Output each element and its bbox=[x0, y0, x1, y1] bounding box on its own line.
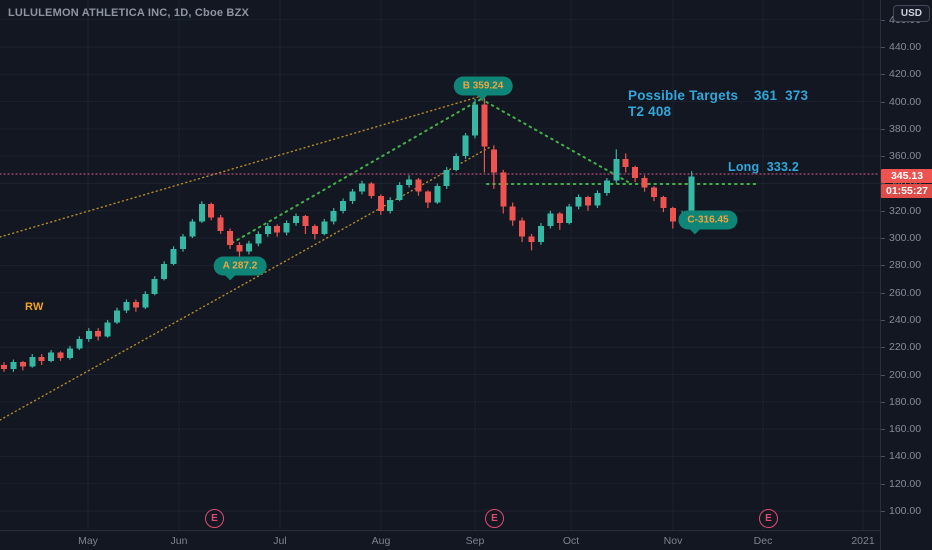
last-price-tag: 345.13 bbox=[881, 169, 932, 184]
price-tick-label: 400.00 bbox=[881, 96, 932, 108]
price-tick-label: 200.00 bbox=[881, 369, 932, 381]
price-tick-label: 380.00 bbox=[881, 123, 932, 135]
price-tick-label: 140.00 bbox=[881, 450, 932, 462]
price-tick-label: 440.00 bbox=[881, 41, 932, 53]
time-axis-label: Jun bbox=[170, 535, 188, 547]
price-tick-label: 260.00 bbox=[881, 287, 932, 299]
price-tick-label: 120.00 bbox=[881, 478, 932, 490]
time-axis[interactable]: May Jun Jul Aug Sep Oct Nov Dec 2021 bbox=[0, 530, 932, 550]
price-tick-label: 280.00 bbox=[881, 259, 932, 271]
chart-pane[interactable]: LULULEMON ATHLETICA INC, 1D, Cboe BZX E E… bbox=[0, 0, 880, 530]
price-tick-label: 360.00 bbox=[881, 150, 932, 162]
price-chart-canvas[interactable] bbox=[0, 0, 880, 530]
earnings-badge[interactable]: E bbox=[205, 509, 224, 528]
note-bubble-text: B 359.24 bbox=[462, 80, 504, 92]
note-bubble-C[interactable]: C-316.45 bbox=[678, 210, 738, 235]
note-bubble-text: C-316.45 bbox=[687, 214, 729, 226]
time-axis-label: Nov bbox=[663, 535, 683, 547]
zigzag-up-line[interactable] bbox=[231, 98, 482, 244]
note-bubble-B[interactable]: B 359.24 bbox=[453, 76, 513, 101]
price-axis[interactable]: 100.00 120.00 140.00 160.00 180.00 200.00 220.… bbox=[880, 0, 932, 550]
time-axis-label: Sep bbox=[465, 535, 485, 547]
countdown-tag: 01:55:27 bbox=[881, 184, 932, 199]
time-axis-label: Oct bbox=[562, 535, 580, 547]
currency-toggle-button[interactable]: USD bbox=[892, 5, 930, 22]
price-tick-label: 240.00 bbox=[881, 314, 932, 326]
time-axis-label: Aug bbox=[371, 535, 391, 547]
price-tick-label: 160.00 bbox=[881, 423, 932, 435]
drawing-lines-layer bbox=[0, 96, 880, 421]
time-axis-label: Jul bbox=[273, 535, 287, 547]
note-bubble-A[interactable]: A 287.2 bbox=[213, 256, 267, 281]
price-tick-label: 300.00 bbox=[881, 232, 932, 244]
candlestick-series[interactable] bbox=[1, 97, 695, 372]
wedge-lower-line[interactable] bbox=[0, 145, 493, 421]
price-tick-label: 320.00 bbox=[881, 205, 932, 217]
annotation-text-targets-line2[interactable]: T2 408 bbox=[628, 104, 672, 119]
annotation-text-targets-line1[interactable]: Possible Targets 361 373 bbox=[628, 88, 809, 103]
grid-layer bbox=[0, 0, 880, 530]
time-axis-label: May bbox=[78, 535, 98, 547]
symbol-title: LULULEMON ATHLETICA INC, 1D, Cboe BZX bbox=[8, 7, 250, 19]
zigzag-down-line[interactable] bbox=[480, 98, 629, 183]
wedge-upper-line[interactable] bbox=[0, 96, 479, 238]
time-axis-label: 2021 bbox=[851, 535, 875, 547]
price-tick-label: 180.00 bbox=[881, 396, 932, 408]
price-tick-label: 220.00 bbox=[881, 341, 932, 353]
earnings-badge[interactable]: E bbox=[759, 509, 778, 528]
time-axis-label: Dec bbox=[753, 535, 773, 547]
note-bubble-text: A 287.2 bbox=[222, 260, 258, 272]
earnings-badge[interactable]: E bbox=[485, 509, 504, 528]
annotation-text-rw-label[interactable]: RW bbox=[25, 301, 44, 313]
annotation-text-long-label[interactable]: Long 333.2 bbox=[728, 160, 799, 174]
price-tick-label: 420.00 bbox=[881, 68, 932, 80]
price-tick-label: 100.00 bbox=[881, 505, 932, 517]
